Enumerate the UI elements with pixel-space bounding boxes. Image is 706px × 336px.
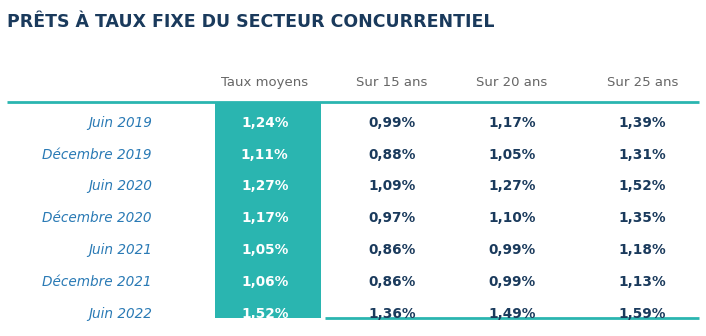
Text: 1,11%: 1,11%: [241, 148, 289, 162]
Text: Juin 2021: Juin 2021: [88, 243, 152, 257]
Text: Juin 2020: Juin 2020: [88, 179, 152, 194]
Text: Sur 25 ans: Sur 25 ans: [606, 76, 678, 89]
Text: 1,59%: 1,59%: [618, 307, 666, 321]
Text: PRÊTS À TAUX FIXE DU SECTEUR CONCURRENTIEL: PRÊTS À TAUX FIXE DU SECTEUR CONCURRENTI…: [7, 13, 495, 32]
Text: 1,24%: 1,24%: [241, 116, 289, 130]
Text: 0,97%: 0,97%: [369, 211, 415, 225]
Text: 0,88%: 0,88%: [368, 148, 416, 162]
Text: Taux moyens: Taux moyens: [221, 76, 309, 89]
Text: 1,06%: 1,06%: [241, 275, 288, 289]
Text: 1,09%: 1,09%: [369, 179, 415, 194]
Text: Décembre 2020: Décembre 2020: [42, 211, 152, 225]
Text: 0,99%: 0,99%: [489, 243, 535, 257]
Text: 1,05%: 1,05%: [241, 243, 288, 257]
Text: 1,49%: 1,49%: [488, 307, 536, 321]
Text: 1,52%: 1,52%: [241, 307, 289, 321]
Text: 1,31%: 1,31%: [618, 148, 666, 162]
Text: 1,39%: 1,39%: [618, 116, 666, 130]
Bar: [215, 102, 321, 318]
Text: 1,52%: 1,52%: [618, 179, 666, 194]
Text: 1,10%: 1,10%: [488, 211, 536, 225]
Text: 1,05%: 1,05%: [489, 148, 535, 162]
Text: 1,27%: 1,27%: [488, 179, 536, 194]
Text: Sur 15 ans: Sur 15 ans: [356, 76, 428, 89]
Text: Décembre 2021: Décembre 2021: [42, 275, 152, 289]
Text: 0,86%: 0,86%: [369, 243, 415, 257]
Text: 0,99%: 0,99%: [489, 275, 535, 289]
Text: Juin 2022: Juin 2022: [88, 307, 152, 321]
Text: 1,36%: 1,36%: [368, 307, 416, 321]
Text: 1,17%: 1,17%: [241, 211, 289, 225]
Text: 1,17%: 1,17%: [488, 116, 536, 130]
Text: Décembre 2019: Décembre 2019: [42, 148, 152, 162]
Text: 0,86%: 0,86%: [369, 275, 415, 289]
Text: 1,18%: 1,18%: [618, 243, 666, 257]
Text: 0,99%: 0,99%: [369, 116, 415, 130]
Text: 1,35%: 1,35%: [618, 211, 666, 225]
Text: 1,13%: 1,13%: [618, 275, 666, 289]
Text: Sur 20 ans: Sur 20 ans: [477, 76, 547, 89]
Text: Juin 2019: Juin 2019: [88, 116, 152, 130]
Text: 1,27%: 1,27%: [241, 179, 289, 194]
